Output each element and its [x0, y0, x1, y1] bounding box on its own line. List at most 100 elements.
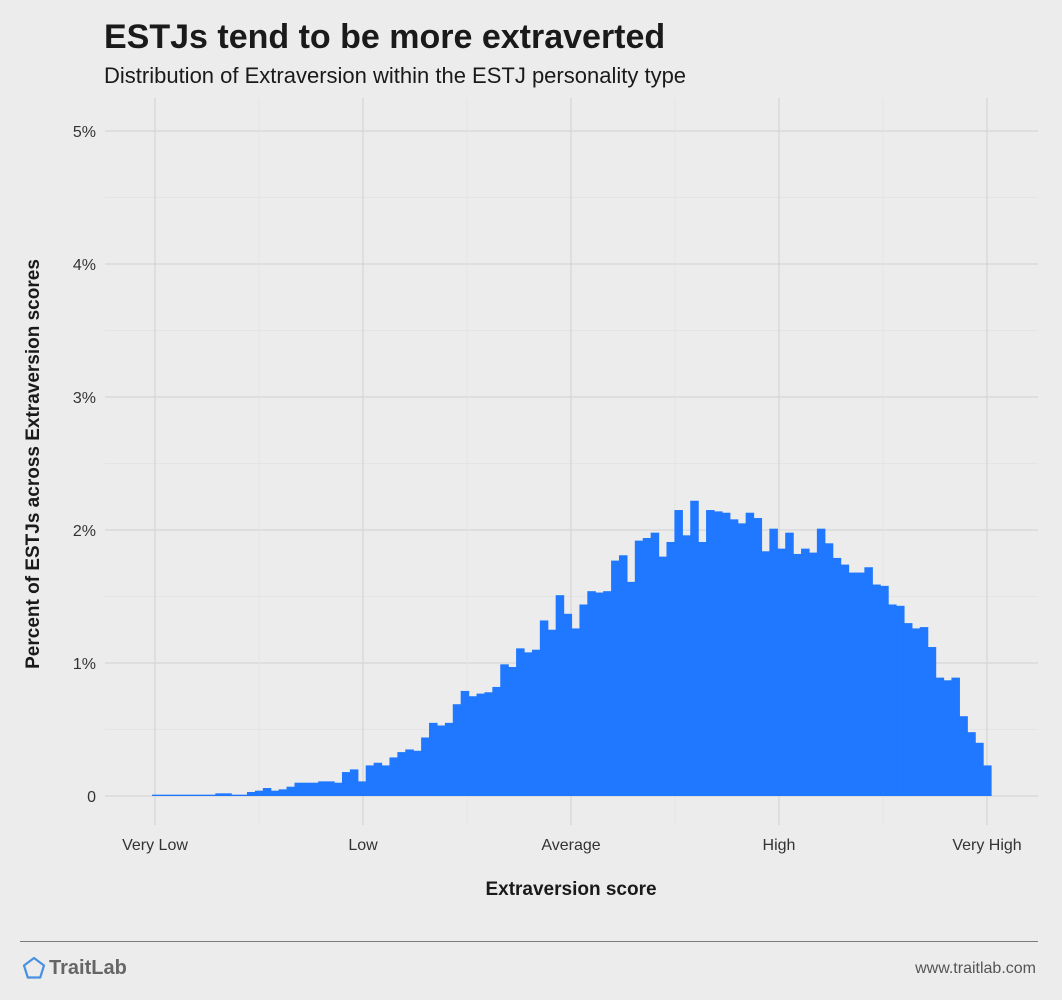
- histogram-bar: [682, 535, 691, 796]
- histogram-bar: [706, 510, 715, 796]
- histogram-bar: [824, 543, 834, 796]
- histogram-bar: [421, 737, 430, 796]
- histogram-bar: [294, 782, 303, 796]
- histogram-bar: [191, 794, 201, 796]
- histogram-bar: [539, 620, 549, 796]
- y-tick-label: 2%: [73, 523, 96, 540]
- histogram-bar: [429, 722, 438, 796]
- histogram-bar: [801, 548, 810, 796]
- histogram-bar: [745, 512, 755, 796]
- histogram-bar: [951, 677, 960, 796]
- histogram-bar: [777, 548, 786, 796]
- histogram-bar: [611, 560, 620, 796]
- histogram-bar: [935, 677, 945, 796]
- x-tick-label: High: [763, 837, 796, 854]
- histogram-bar: [175, 794, 185, 796]
- y-tick-label: 3%: [73, 390, 96, 407]
- histogram-bar: [872, 584, 881, 796]
- histogram-bar: [848, 572, 858, 796]
- histogram-bar: [587, 591, 596, 796]
- histogram-bar: [413, 750, 422, 796]
- histogram-bar: [215, 793, 224, 796]
- histogram-bar: [167, 794, 177, 796]
- histogram-bar: [159, 794, 169, 796]
- histogram-bar: [365, 765, 375, 796]
- x-tick-label: Average: [541, 837, 600, 854]
- histogram-bar: [618, 555, 628, 796]
- histogram-bar: [278, 789, 288, 796]
- histogram-bar: [484, 692, 493, 796]
- histogram-bar: [199, 794, 209, 796]
- histogram-bar: [816, 528, 826, 796]
- histogram-bar: [246, 792, 256, 796]
- histogram-bar: [658, 556, 668, 796]
- histogram-bar: [152, 794, 161, 796]
- histogram-bar: [555, 595, 565, 796]
- histogram-bar: [840, 564, 850, 796]
- histogram-bar: [674, 510, 683, 796]
- histogram-bar: [943, 680, 953, 796]
- histogram-bar: [381, 765, 391, 796]
- histogram-bar: [476, 693, 486, 796]
- histogram-bar: [864, 567, 873, 796]
- histogram-bar: [262, 788, 272, 796]
- histogram-bar: [547, 629, 557, 796]
- histogram-bar: [326, 781, 335, 796]
- y-axis-label: Percent of ESTJs across Extraversion sco…: [23, 259, 44, 669]
- x-tick-label: Very Low: [122, 837, 188, 854]
- axis-ticks: 0 1% 2% 3% 4% 5% Very Low Low Average High Very Hi…: [73, 124, 1022, 854]
- histogram-bar: [650, 532, 660, 796]
- y-tick-label: 1%: [73, 656, 96, 673]
- histogram-bar: [405, 749, 414, 796]
- histogram-bar: [524, 652, 533, 796]
- x-tick-label: Very High: [952, 837, 1021, 854]
- histogram-bar: [729, 519, 739, 796]
- histogram-bar: [856, 572, 865, 796]
- histogram-bar: [460, 690, 470, 796]
- histogram-bar: [713, 511, 723, 796]
- histogram-bar: [737, 523, 747, 796]
- histogram-bar: [286, 786, 296, 796]
- histogram-bar: [563, 613, 573, 796]
- histogram-bar: [500, 664, 509, 796]
- histogram-bar: [302, 782, 311, 796]
- x-axis-label: Extraversion score: [485, 879, 656, 900]
- histogram-bar: [468, 696, 478, 796]
- histogram-bar: [357, 781, 367, 796]
- histogram-bar: [397, 752, 406, 796]
- footer-divider: [20, 941, 1038, 942]
- histogram-bar: [334, 782, 343, 796]
- histogram-chart: 0 1% 2% 3% 4% 5% Very Low Low Average High Very Hi…: [23, 98, 1038, 900]
- histogram-bar: [785, 532, 794, 796]
- histogram-bar: [769, 528, 778, 796]
- chart-subtitle: Distribution of Extraversion within the …: [104, 63, 687, 88]
- histogram-bar: [603, 591, 612, 796]
- histogram-bar: [888, 604, 897, 796]
- histogram-bar: [642, 537, 652, 796]
- histogram-bar: [634, 540, 644, 796]
- histogram-bar: [626, 581, 636, 796]
- histogram-bar: [531, 649, 541, 796]
- histogram-bar: [793, 553, 802, 796]
- histogram-bar: [595, 592, 604, 796]
- histogram-bar: [903, 623, 913, 796]
- histogram-bar: [207, 794, 216, 796]
- histogram-bar: [341, 772, 351, 796]
- y-tick-label: 0: [87, 789, 96, 806]
- histogram-bar: [389, 757, 398, 796]
- histogram-bar: [919, 627, 929, 796]
- histogram-bar: [310, 782, 319, 796]
- histogram-bar: [911, 628, 921, 796]
- histogram-bar: [318, 781, 327, 796]
- histogram-bar: [579, 604, 588, 796]
- histogram-bar: [753, 518, 763, 796]
- histogram-bar: [349, 769, 359, 796]
- histogram-bar: [508, 666, 517, 796]
- histogram-bar: [373, 762, 383, 796]
- histogram-bar: [975, 742, 984, 796]
- chart-title: ESTJs tend to be more extraverted: [104, 18, 666, 56]
- histogram-bar: [721, 512, 731, 796]
- histogram-bar: [927, 647, 937, 796]
- site-url: www.traitlab.com: [915, 960, 1036, 977]
- histogram-bar: [231, 794, 240, 796]
